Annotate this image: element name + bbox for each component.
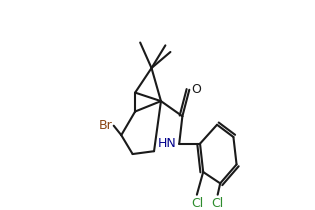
Text: HN: HN <box>158 137 176 150</box>
Text: O: O <box>192 83 202 96</box>
Text: Br: Br <box>99 119 113 132</box>
Text: Cl: Cl <box>212 197 224 210</box>
Text: Cl: Cl <box>191 197 203 210</box>
